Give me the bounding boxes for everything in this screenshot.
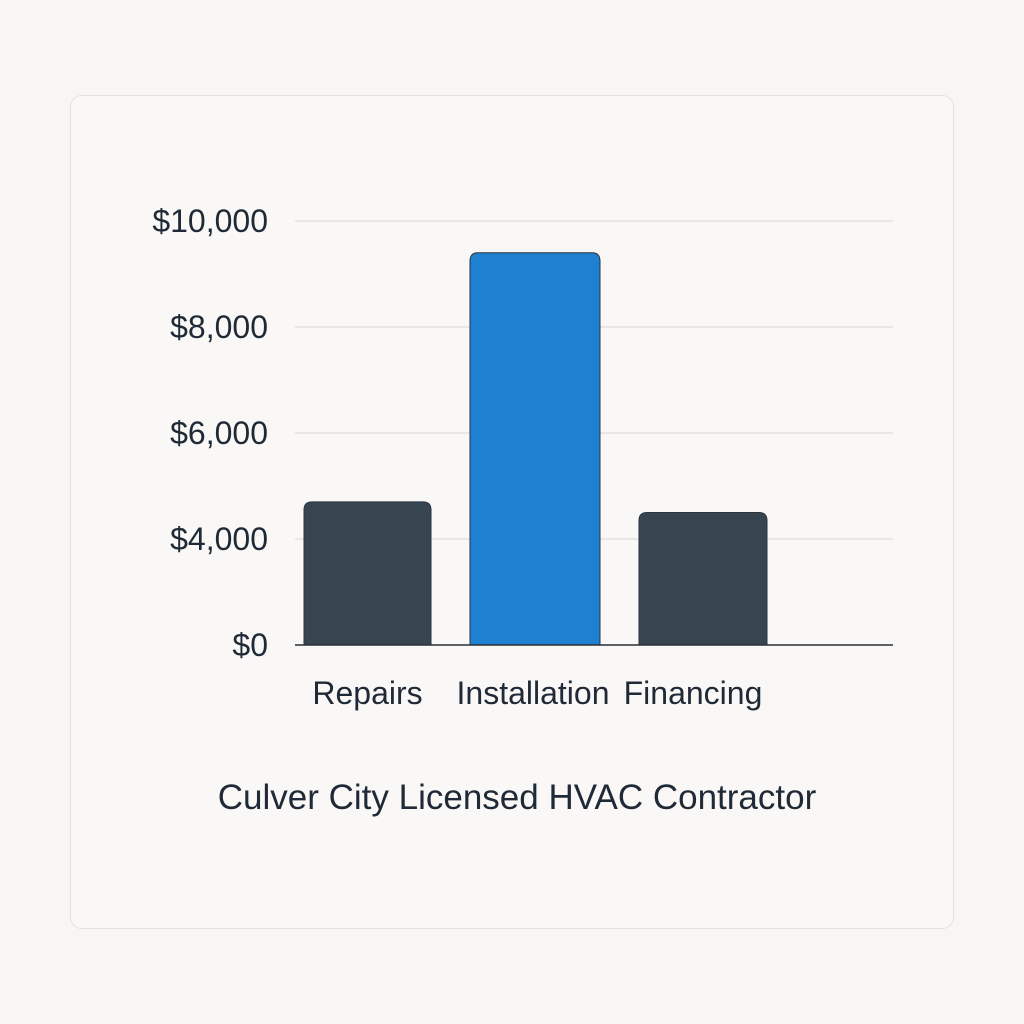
bar-installation bbox=[469, 252, 601, 646]
y-tick-label: $6,000 bbox=[170, 415, 268, 451]
x-tick-label: Financing bbox=[624, 675, 763, 711]
x-tick-label: Installation bbox=[457, 675, 610, 711]
chart-title: Culver City Licensed HVAC Contractor bbox=[217, 778, 817, 817]
x-tick-label: Repairs bbox=[312, 675, 422, 711]
y-tick-label: $0 bbox=[232, 627, 268, 663]
y-tick-label: $8,000 bbox=[170, 309, 268, 345]
y-tick-label: $4,000 bbox=[170, 521, 268, 557]
bar-repairs bbox=[303, 501, 432, 646]
bar-financing bbox=[638, 512, 768, 646]
y-tick-label: $10,000 bbox=[152, 203, 268, 239]
